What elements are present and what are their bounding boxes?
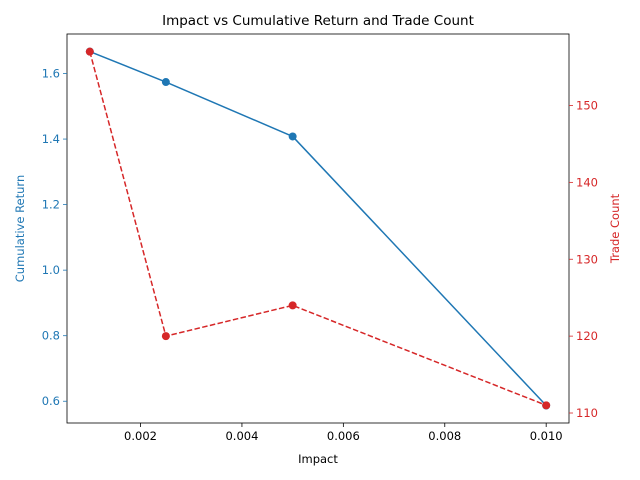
plot-area bbox=[85, 47, 551, 410]
y-axis-left: 0.6 0.8 1.0 1.2 1.4 1.6 bbox=[42, 67, 67, 408]
data-point-trade-count bbox=[85, 47, 94, 56]
data-point-cumulative-return bbox=[288, 132, 297, 141]
x-tick-label: 0.008 bbox=[428, 429, 461, 443]
data-point-trade-count bbox=[288, 301, 297, 310]
x-axis-label: Impact bbox=[298, 452, 338, 466]
y-left-tick-label: 0.6 bbox=[42, 394, 60, 408]
plot-frame bbox=[66, 33, 570, 424]
x-tick-label: 0.010 bbox=[530, 429, 563, 443]
y-right-tick-label: 120 bbox=[576, 329, 598, 343]
y-axis-right: 110 120 130 140 150 bbox=[569, 98, 598, 420]
y-right-tick-label: 150 bbox=[576, 98, 598, 112]
y-left-tick-label: 1.6 bbox=[42, 67, 60, 81]
y-right-tick-label: 110 bbox=[576, 406, 598, 420]
y-axis-left-label: Cumulative Return bbox=[13, 175, 27, 282]
y-left-tick-label: 1.0 bbox=[42, 263, 60, 277]
data-point-trade-count bbox=[161, 332, 170, 341]
y-right-tick-label: 140 bbox=[576, 175, 598, 189]
series-line-cumulative-return bbox=[89, 50, 547, 407]
x-tick-label: 0.002 bbox=[124, 429, 157, 443]
y-left-tick-label: 0.8 bbox=[42, 329, 60, 343]
x-axis: 0.002 0.004 0.006 0.008 0.010 bbox=[124, 423, 563, 443]
x-tick-label: 0.004 bbox=[225, 429, 258, 443]
y-left-tick-label: 1.2 bbox=[42, 198, 60, 212]
y-right-tick-label: 130 bbox=[576, 252, 598, 266]
data-point-cumulative-return bbox=[161, 78, 170, 87]
y-axis-right-label: Trade Count bbox=[608, 193, 622, 264]
chart-title: Impact vs Cumulative Return and Trade Co… bbox=[162, 13, 474, 29]
series-line-trade-count bbox=[89, 51, 547, 407]
x-tick-label: 0.006 bbox=[327, 429, 360, 443]
data-point-trade-count bbox=[542, 401, 551, 410]
y-left-tick-label: 1.4 bbox=[42, 132, 60, 146]
